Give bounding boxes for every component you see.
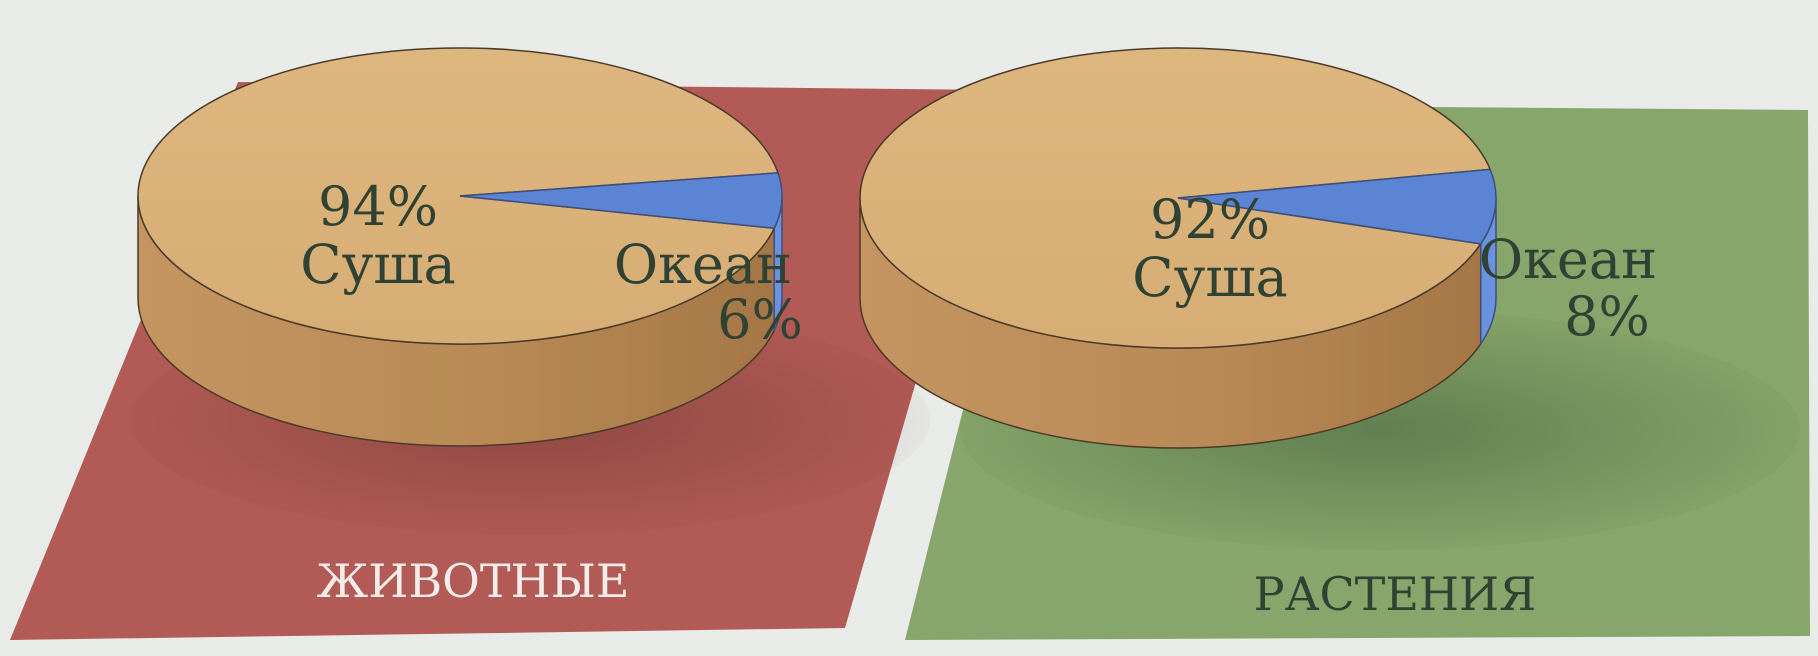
animals-ocean-label: Океан: [614, 233, 792, 296]
plants-ocean-label: Океан: [1479, 228, 1657, 291]
animals-ocean-slice: [459, 172, 783, 230]
plants-panel-title: РАСТЕНИЯ: [1254, 567, 1537, 621]
plants-pie: [859, 47, 1497, 449]
animals-pie: [137, 47, 783, 447]
animals-ocean-percent: 6%: [717, 288, 803, 351]
plants-land-percent: 92%: [1150, 188, 1270, 251]
plants-ocean-slice: [1177, 168, 1497, 245]
animals-land-label: Суша: [300, 233, 456, 296]
plants-land-label: Суша: [1132, 246, 1288, 309]
animals-panel-title: ЖИВОТНЫЕ: [317, 554, 630, 608]
plants-ocean-percent: 8%: [1564, 285, 1650, 348]
animals-land-percent: 94%: [318, 175, 438, 238]
plants-land-slice: [859, 47, 1492, 349]
animals-land-slice: [137, 47, 780, 345]
